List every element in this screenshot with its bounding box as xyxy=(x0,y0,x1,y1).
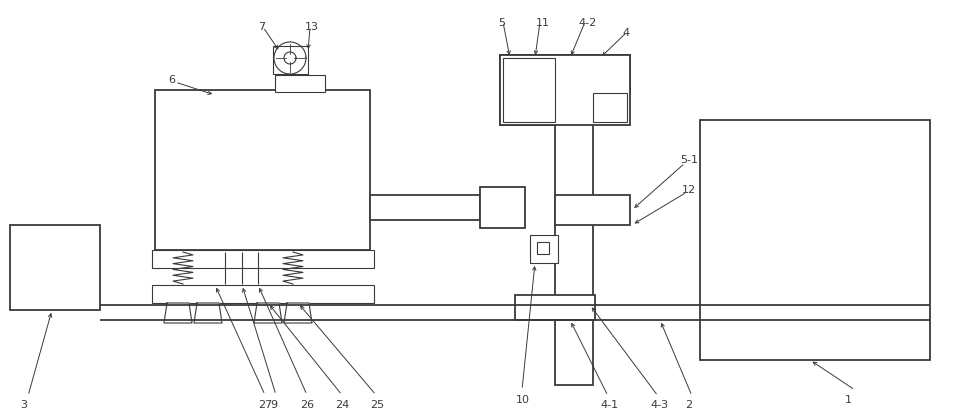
Bar xyxy=(273,46,308,74)
Bar xyxy=(500,55,629,125)
Bar xyxy=(480,187,525,228)
Bar xyxy=(10,225,100,310)
Text: 4-1: 4-1 xyxy=(600,400,618,410)
Text: 27: 27 xyxy=(258,400,272,410)
Text: 6: 6 xyxy=(168,75,175,85)
Bar xyxy=(500,55,554,93)
Bar xyxy=(500,55,629,93)
Bar xyxy=(500,55,554,125)
Bar xyxy=(152,250,374,268)
Polygon shape xyxy=(283,303,311,323)
Text: 9: 9 xyxy=(270,400,277,410)
Text: 10: 10 xyxy=(515,395,530,405)
Polygon shape xyxy=(254,303,282,323)
Text: 4-2: 4-2 xyxy=(578,18,596,28)
Bar xyxy=(155,90,370,250)
Text: 12: 12 xyxy=(681,185,696,195)
Text: 11: 11 xyxy=(535,18,550,28)
Text: 26: 26 xyxy=(300,400,314,410)
Text: 5-1: 5-1 xyxy=(679,155,698,165)
Text: 5: 5 xyxy=(498,18,505,28)
Text: 1: 1 xyxy=(844,395,851,405)
Text: 13: 13 xyxy=(305,22,319,32)
Text: 4-3: 4-3 xyxy=(650,400,668,410)
Polygon shape xyxy=(194,303,222,323)
Bar xyxy=(275,75,325,92)
Bar xyxy=(554,195,629,225)
Bar xyxy=(370,195,480,220)
Text: 24: 24 xyxy=(334,400,349,410)
Bar xyxy=(503,58,554,122)
Bar xyxy=(700,120,929,360)
Text: 7: 7 xyxy=(258,22,265,32)
Bar xyxy=(514,295,595,320)
Text: 2: 2 xyxy=(684,400,691,410)
Bar xyxy=(554,55,592,385)
Bar xyxy=(592,93,627,122)
Text: 4: 4 xyxy=(622,28,628,38)
Bar xyxy=(536,242,549,254)
Polygon shape xyxy=(163,303,192,323)
Bar xyxy=(152,285,374,303)
Text: 25: 25 xyxy=(370,400,383,410)
Text: 3: 3 xyxy=(20,400,27,410)
Bar xyxy=(530,235,557,263)
